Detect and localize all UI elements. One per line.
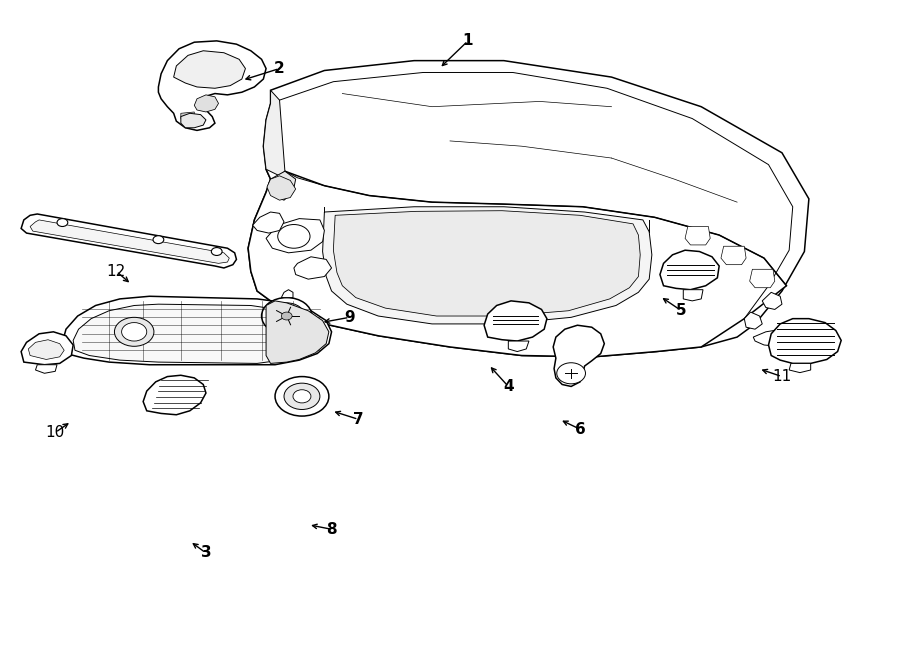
Circle shape (212, 248, 222, 255)
Polygon shape (28, 340, 64, 360)
Polygon shape (269, 171, 296, 200)
Polygon shape (181, 112, 194, 118)
Polygon shape (35, 365, 57, 373)
Polygon shape (554, 325, 604, 387)
Polygon shape (744, 312, 762, 329)
Circle shape (275, 377, 328, 416)
Text: 8: 8 (327, 522, 337, 537)
Polygon shape (294, 256, 331, 279)
Circle shape (282, 312, 292, 320)
Circle shape (262, 297, 311, 334)
Text: 9: 9 (344, 310, 355, 325)
Circle shape (557, 363, 586, 384)
Polygon shape (484, 301, 547, 341)
Polygon shape (143, 375, 206, 414)
Text: 10: 10 (46, 425, 65, 440)
Polygon shape (73, 304, 317, 364)
Polygon shape (253, 212, 284, 233)
Polygon shape (158, 41, 266, 130)
Polygon shape (322, 207, 652, 324)
Polygon shape (660, 251, 719, 290)
Polygon shape (789, 364, 811, 373)
Text: 1: 1 (463, 34, 473, 48)
Polygon shape (21, 332, 73, 365)
Text: 6: 6 (575, 422, 586, 437)
Polygon shape (753, 329, 793, 346)
Polygon shape (333, 211, 640, 316)
Polygon shape (750, 269, 775, 288)
Polygon shape (683, 290, 703, 301)
Polygon shape (721, 247, 746, 264)
Polygon shape (685, 227, 710, 245)
Polygon shape (266, 301, 328, 364)
Text: 5: 5 (676, 303, 687, 318)
Circle shape (278, 225, 310, 249)
Circle shape (284, 383, 319, 409)
Text: 11: 11 (772, 369, 792, 384)
Circle shape (269, 303, 305, 329)
Text: 4: 4 (503, 379, 514, 394)
Text: 12: 12 (106, 264, 126, 279)
Circle shape (293, 390, 310, 403)
Polygon shape (174, 51, 246, 89)
Polygon shape (762, 292, 782, 309)
Polygon shape (264, 91, 285, 176)
Polygon shape (769, 319, 842, 364)
Text: 3: 3 (201, 545, 212, 561)
Circle shape (114, 317, 154, 346)
Polygon shape (248, 169, 787, 357)
Polygon shape (266, 219, 324, 253)
Polygon shape (267, 176, 296, 200)
Polygon shape (508, 341, 529, 352)
Polygon shape (62, 296, 331, 365)
Circle shape (122, 323, 147, 341)
Polygon shape (30, 220, 230, 263)
Polygon shape (282, 290, 293, 297)
Circle shape (57, 219, 68, 227)
Polygon shape (181, 113, 206, 128)
Polygon shape (194, 95, 219, 112)
Polygon shape (248, 61, 809, 357)
Circle shape (153, 236, 164, 244)
Text: 7: 7 (353, 412, 364, 427)
Polygon shape (21, 214, 237, 268)
Text: 2: 2 (274, 61, 285, 76)
